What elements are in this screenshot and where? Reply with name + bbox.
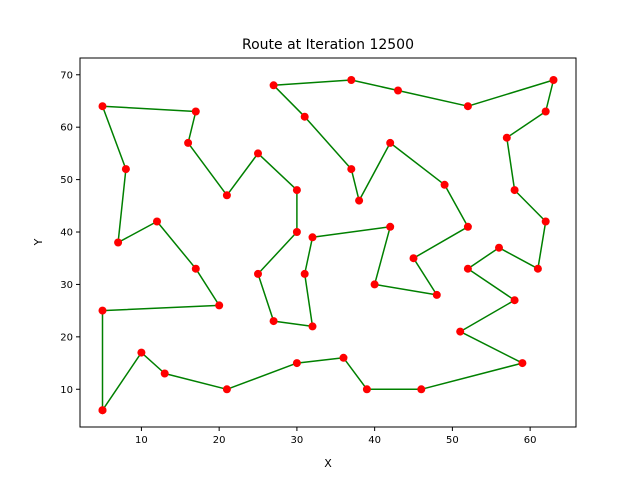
y-tick-label: 10 <box>60 385 73 396</box>
city-point <box>495 243 503 252</box>
city-point <box>549 76 558 84</box>
y-tick-label: 40 <box>60 228 73 239</box>
city-point <box>98 306 107 315</box>
y-tick-label: 50 <box>60 175 73 186</box>
x-tick-label: 20 <box>213 435 226 446</box>
x-axis-label: X <box>324 457 332 470</box>
city-point <box>355 196 364 205</box>
x-tick-label: 60 <box>524 435 537 446</box>
city-point <box>510 186 519 195</box>
city-point <box>456 327 465 336</box>
city-point <box>98 102 107 111</box>
city-point <box>292 359 301 368</box>
route-layer <box>101 79 555 411</box>
city-point <box>463 264 472 273</box>
x-tick-label: 40 <box>368 435 381 446</box>
city-point <box>191 264 200 273</box>
city-point <box>191 107 200 116</box>
city-point <box>292 186 301 195</box>
y-tick-label: 60 <box>60 123 73 134</box>
city-point <box>114 238 123 247</box>
city-point <box>300 269 309 278</box>
route-line <box>101 79 555 411</box>
x-tick-label: 50 <box>446 435 459 446</box>
city-point <box>370 280 379 289</box>
city-point <box>137 348 146 357</box>
y-axis-label: Y <box>32 238 45 246</box>
city-point <box>463 102 472 111</box>
city-point <box>292 228 301 236</box>
city-point <box>440 180 449 189</box>
x-axis: 10 20 30 40 50 60 <box>135 427 536 446</box>
city-point <box>394 86 402 95</box>
points-layer <box>98 76 558 415</box>
city-point <box>153 217 161 226</box>
city-point <box>339 353 348 362</box>
city-point <box>215 301 224 310</box>
city-point <box>254 269 262 278</box>
city-point <box>362 385 371 394</box>
city-point <box>308 322 317 331</box>
city-point <box>347 76 356 84</box>
city-point <box>502 133 511 142</box>
city-point <box>386 222 395 231</box>
y-tick-label: 70 <box>60 70 73 81</box>
city-point <box>254 149 262 158</box>
city-point <box>222 385 231 394</box>
city-point <box>510 296 519 305</box>
city-point <box>98 406 107 415</box>
city-point <box>432 290 441 299</box>
chart-title: Route at Iteration 12500 <box>242 37 414 53</box>
city-point <box>386 138 395 147</box>
city-point <box>160 369 169 378</box>
city-point <box>541 217 550 226</box>
city-point <box>269 317 278 326</box>
y-tick-label: 20 <box>60 332 73 343</box>
city-point <box>347 165 356 174</box>
city-point <box>121 165 130 174</box>
x-tick-label: 30 <box>291 435 304 446</box>
city-point <box>518 359 527 368</box>
city-point <box>541 107 550 116</box>
city-point <box>269 81 278 90</box>
city-point <box>300 112 309 121</box>
city-point <box>463 222 472 231</box>
city-point <box>308 233 317 242</box>
city-point <box>533 264 542 273</box>
x-tick-label: 10 <box>135 435 148 446</box>
plot-frame <box>79 57 577 428</box>
city-point <box>184 138 193 147</box>
city-point <box>222 191 231 200</box>
y-axis: 10 20 30 40 50 60 70 <box>60 70 80 396</box>
city-point <box>409 254 418 263</box>
y-tick-label: 30 <box>60 280 73 291</box>
city-point <box>417 385 426 394</box>
